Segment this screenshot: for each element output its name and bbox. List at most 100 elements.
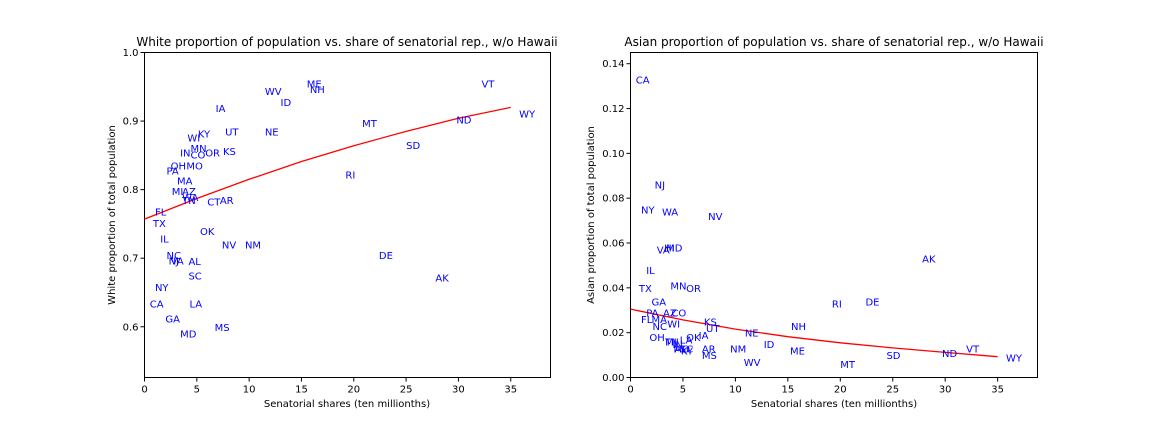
point-label-ri: RI <box>832 300 842 311</box>
point-label-or: OR <box>205 149 220 160</box>
point-label-ms: MS <box>702 351 717 362</box>
point-label-ok: OK <box>686 333 701 344</box>
point-label-wy: WY <box>519 110 536 121</box>
x-tick-label: 25 <box>886 385 899 396</box>
point-label-me: ME <box>307 79 322 90</box>
y-tick-label: 0.7 <box>123 254 139 265</box>
point-label-sd: SD <box>886 351 900 362</box>
point-label-ky: KY <box>681 347 694 358</box>
y-axis-label: Asian proportion of total population <box>586 126 597 304</box>
point-label-va: VA <box>171 256 184 267</box>
point-label-vt: VT <box>481 79 495 90</box>
point-label-la: LA <box>680 335 693 346</box>
chart-title: White proportion of population vs. share… <box>136 35 557 49</box>
point-label-wi: WI <box>187 134 200 145</box>
point-label-nv: NV <box>222 240 236 251</box>
point-label-me: ME <box>790 347 805 358</box>
point-label-mo: MO <box>186 162 203 173</box>
point-label-co: CO <box>191 151 206 162</box>
fit-curve <box>630 308 998 358</box>
x-tick-label: 30 <box>452 385 465 396</box>
x-axis-label: Senatorial shares (ten millionths) <box>264 399 430 410</box>
point-label-hi: HI <box>664 244 674 255</box>
point-label-ky: KY <box>198 129 211 140</box>
point-label-mi: MI <box>665 338 677 349</box>
point-label-il: IL <box>160 234 169 245</box>
plot-frame <box>630 52 1038 378</box>
point-label-sd: SD <box>406 141 420 152</box>
point-label-md: MD <box>180 330 197 341</box>
point-label-ak: AK <box>435 273 449 284</box>
point-label-ny: NY <box>641 205 655 216</box>
y-tick-label: 0.02 <box>602 328 624 339</box>
point-label-mo: MO <box>674 344 691 355</box>
x-tick-label: 5 <box>194 385 200 396</box>
point-label-ca: CA <box>636 75 650 86</box>
point-label-il: IL <box>646 266 655 277</box>
y-tick-label: 0.06 <box>602 239 624 250</box>
y-tick-label: 1.0 <box>123 48 139 59</box>
axis-ticks: 0 5 10 15 20 25 30 35 0.6 0.7 0.8 0.9 1.0 <box>123 48 518 396</box>
point-label-ne: NE <box>265 127 279 138</box>
white-proportion-chart: White proportion of population vs. share… <box>107 35 558 410</box>
point-label-mn: MN <box>670 282 686 293</box>
point-label-tn: TN <box>181 196 196 207</box>
point-label-wv: WV <box>265 87 282 98</box>
point-label-ri: RI <box>345 171 355 182</box>
point-label-vt: VT <box>966 344 980 355</box>
point-label-al: AL <box>188 257 201 268</box>
point-label-tx: TX <box>638 284 652 295</box>
point-label-mt: MT <box>840 360 856 371</box>
x-tick-label: 35 <box>991 385 1004 396</box>
point-label-wa: WA <box>662 208 678 219</box>
point-label-ks: KS <box>704 317 717 328</box>
point-label-pa: PA <box>646 309 658 320</box>
x-tick-label: 35 <box>504 385 517 396</box>
point-label-sc: SC <box>188 271 201 282</box>
x-axis-label: Senatorial shares (ten millionths) <box>751 399 917 410</box>
point-label-ny: NY <box>155 283 169 294</box>
point-label-oh: OH <box>649 333 664 344</box>
point-label-ms: MS <box>215 323 230 334</box>
point-label-ar: AR <box>220 196 234 207</box>
y-tick-label: 0.9 <box>123 117 139 128</box>
point-label-or: OR <box>686 284 701 295</box>
point-label-nm: NM <box>730 344 746 355</box>
point-label-nj: NJ <box>655 181 665 192</box>
point-label-md: MD <box>666 244 683 255</box>
x-tick-label: 15 <box>295 385 308 396</box>
x-tick-label: 0 <box>627 385 633 396</box>
point-label-ut: UT <box>706 324 720 335</box>
point-label-mi: MI <box>172 187 184 198</box>
point-label-nc: NC <box>653 322 667 333</box>
point-label-ak: AK <box>922 255 936 266</box>
point-label-ma: MA <box>177 177 193 188</box>
y-tick-label: 0.10 <box>602 149 624 160</box>
point-label-ga: GA <box>165 315 180 326</box>
y-tick-label: 0.08 <box>602 194 624 205</box>
point-label-wa: WA <box>182 193 198 204</box>
y-tick-label: 0.04 <box>602 283 624 294</box>
point-label-nh: NH <box>791 322 806 333</box>
point-label-ct: CT <box>207 197 221 208</box>
y-tick-label: 0.00 <box>602 373 624 384</box>
point-label-de: DE <box>865 297 879 308</box>
x-tick-label: 10 <box>729 385 742 396</box>
point-label-va: VA <box>657 246 670 257</box>
point-label-id: ID <box>764 340 775 351</box>
asian-proportion-chart: Asian proportion of population vs. share… <box>586 35 1044 410</box>
point-label-ia: IA <box>699 331 709 342</box>
x-tick-label: 30 <box>939 385 952 396</box>
point-label-in: IN <box>672 340 682 351</box>
chart-title: Asian proportion of population vs. share… <box>624 35 1043 49</box>
point-label-fl: FL <box>641 315 653 326</box>
point-label-ar: AR <box>702 344 716 355</box>
x-tick-label: 15 <box>781 385 794 396</box>
point-label-ma: MA <box>651 315 667 326</box>
x-tick-label: 20 <box>834 385 847 396</box>
point-label-ut: UT <box>225 127 239 138</box>
point-label-ca: CA <box>150 299 164 310</box>
axis-ticks: 0 5 10 15 20 25 30 35 0.00 0.02 0.04 0.06 0.08 0.10 0.… <box>602 59 1004 395</box>
point-label-nm: NM <box>245 240 261 251</box>
